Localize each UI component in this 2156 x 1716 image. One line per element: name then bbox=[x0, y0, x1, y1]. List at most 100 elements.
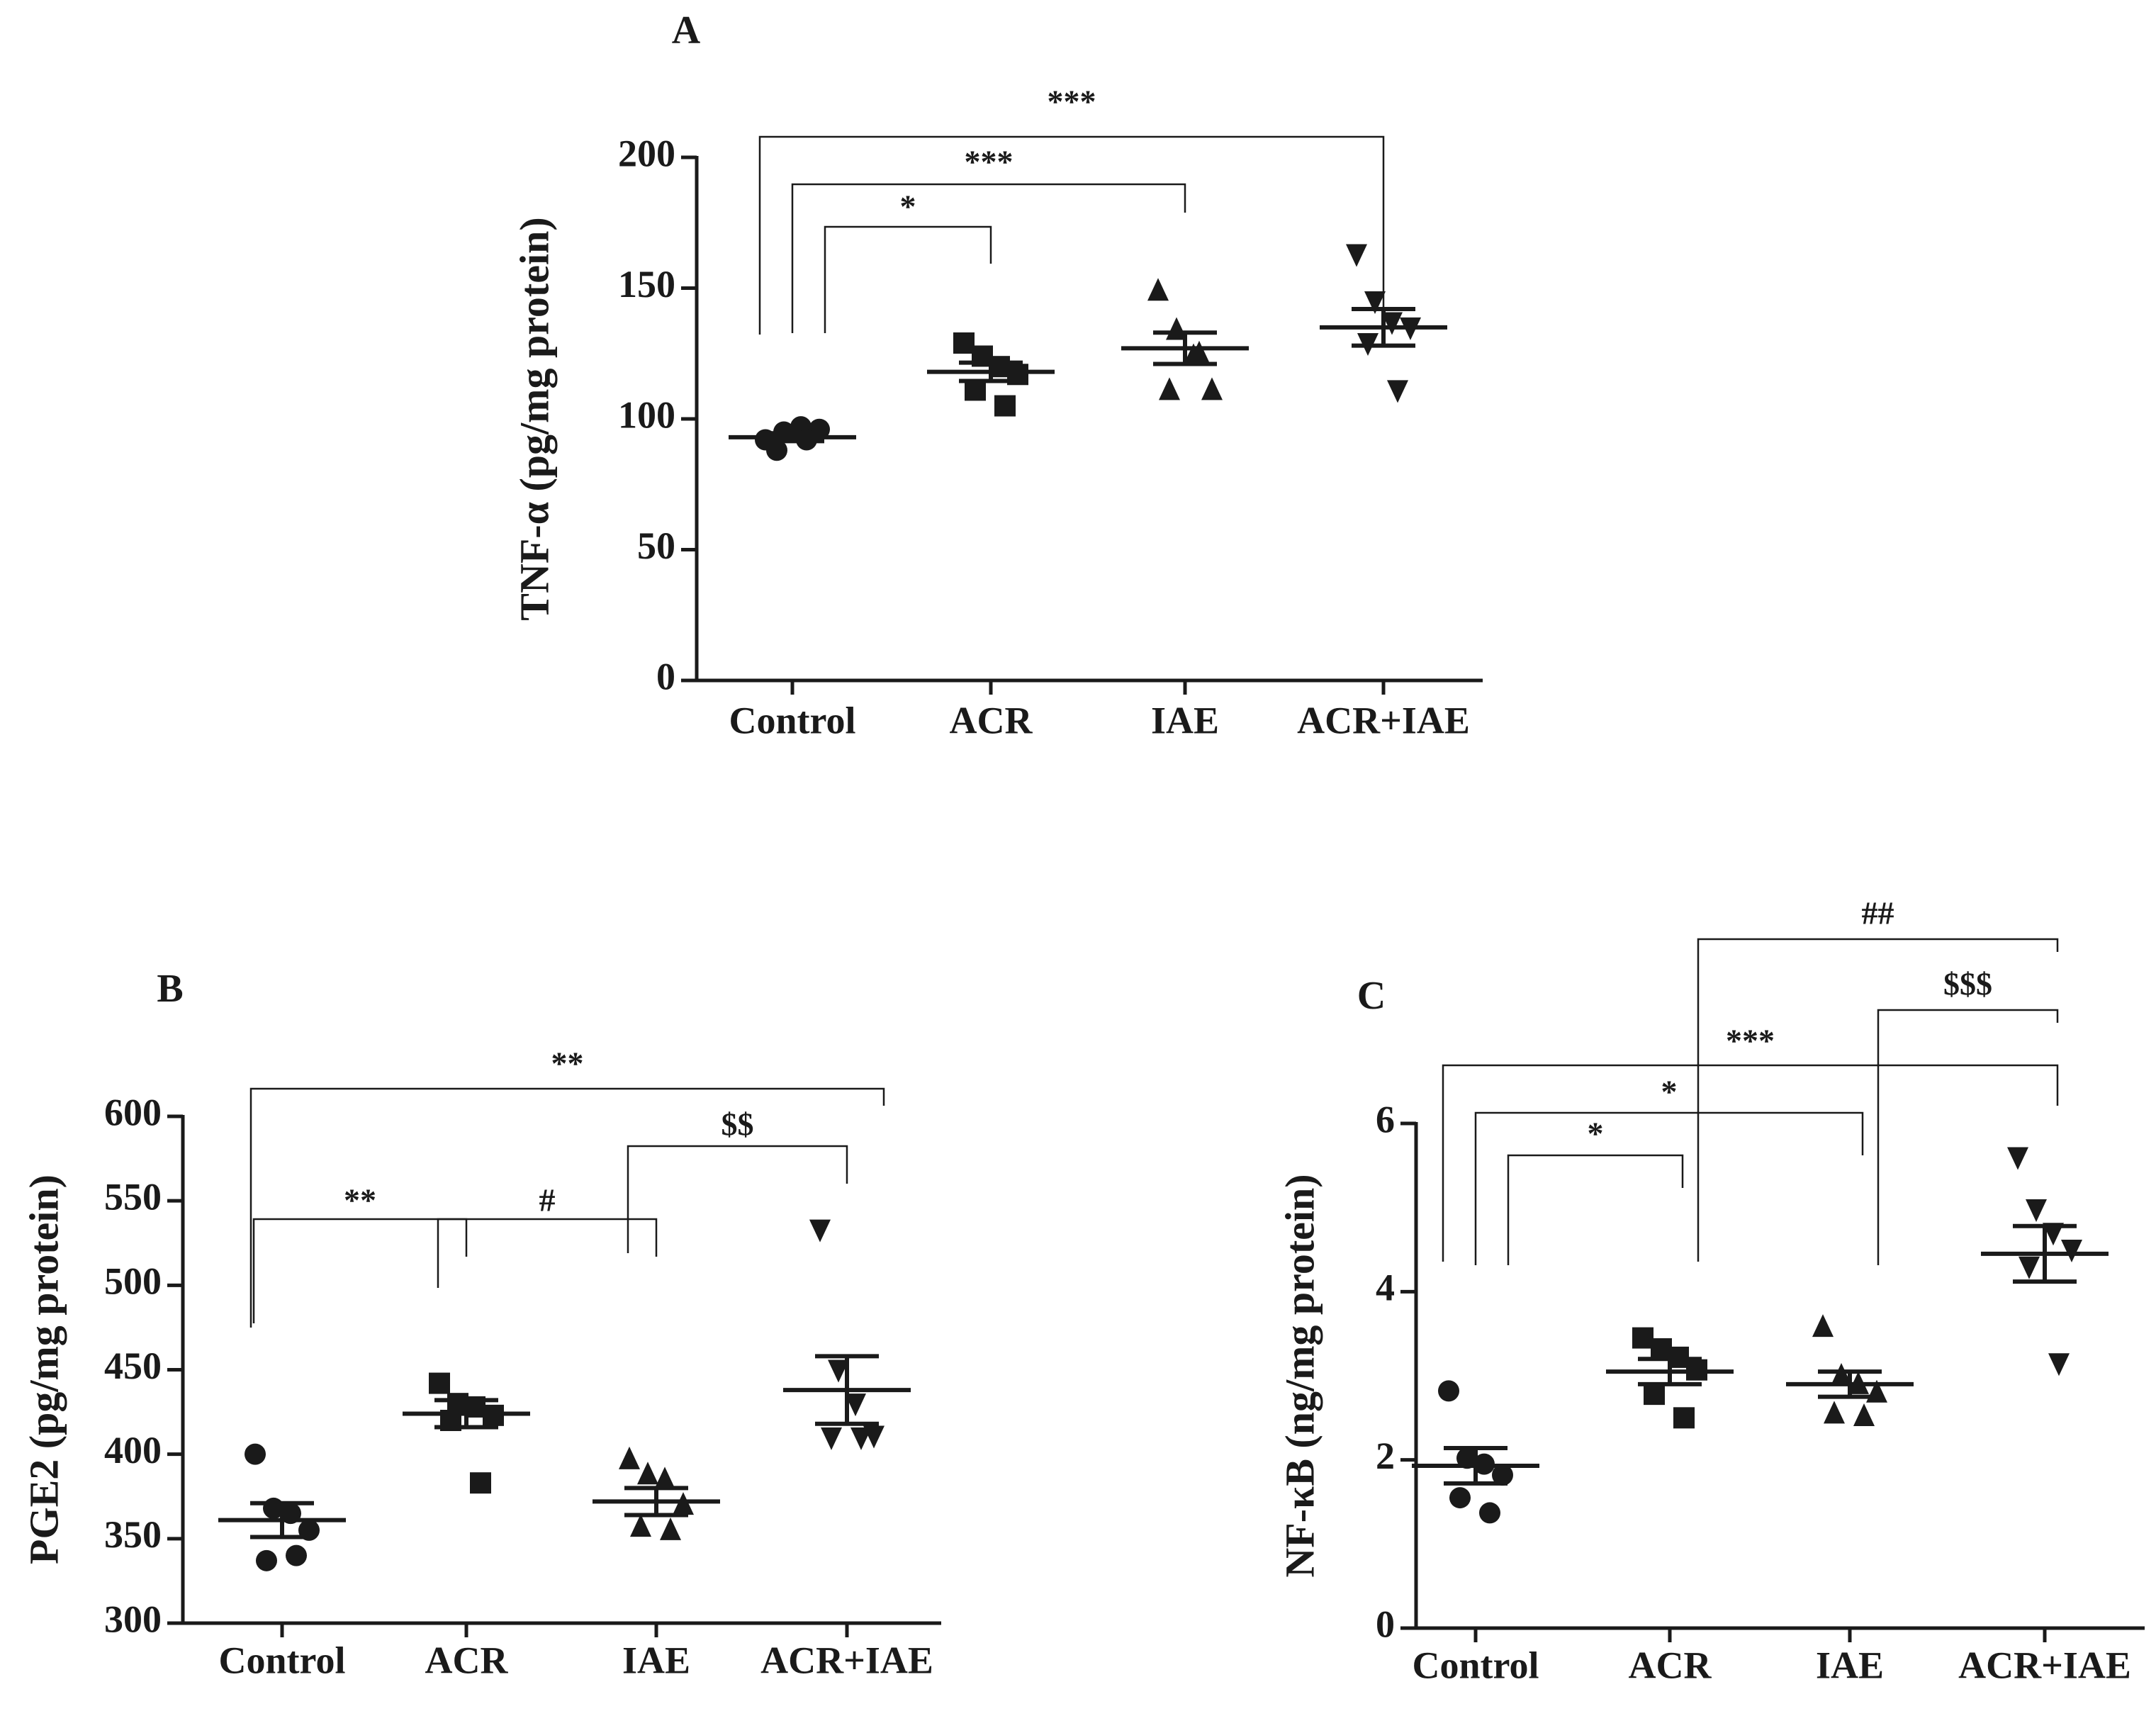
panel-b-point-iae bbox=[619, 1446, 640, 1469]
panel-a-y-axis-label: TNF-α (pg/mg protein) bbox=[511, 217, 557, 620]
panel-a-point-acr-iae bbox=[1381, 312, 1403, 335]
panel-c-bracket bbox=[1507, 1154, 1684, 1265]
panel-b-y-tick-label: 500 bbox=[104, 1260, 162, 1303]
panel-b-point-control bbox=[256, 1549, 277, 1571]
panel-c-point-iae bbox=[1831, 1363, 1852, 1386]
panel-b-bracket bbox=[627, 1145, 848, 1253]
panel-a-point-iae bbox=[1147, 278, 1169, 301]
panel-b-bracket bbox=[252, 1218, 468, 1323]
panel-b-significance-label: ** bbox=[551, 1045, 584, 1082]
panel-c-x-tick-label-2: IAE bbox=[1816, 1644, 1884, 1686]
panel-c-y-tick-label: 0 bbox=[1376, 1603, 1395, 1645]
panel-b-bracket bbox=[437, 1218, 658, 1288]
panel-b-point-acr bbox=[429, 1372, 450, 1394]
panel-b-point-iae bbox=[654, 1467, 675, 1490]
panel-b-y-tick-label: 350 bbox=[104, 1513, 162, 1556]
panel-b-point-iae bbox=[630, 1514, 651, 1537]
panel-c-point-acr-iae bbox=[2007, 1147, 2028, 1170]
panel-c-point-control bbox=[1456, 1447, 1478, 1469]
panel-c-point-acr-iae bbox=[2026, 1199, 2047, 1223]
panel-c-point-acr-iae bbox=[2061, 1240, 2082, 1262]
panel-a-bracket bbox=[791, 183, 1186, 333]
panel-a-significance-label: *** bbox=[965, 144, 1014, 180]
panel-c-x-tick-label-0: Control bbox=[1412, 1644, 1539, 1686]
panel-c-y-tick-label: 4 bbox=[1376, 1267, 1395, 1309]
panel-a-point-control bbox=[766, 439, 787, 461]
panel-c-point-acr-iae bbox=[2019, 1256, 2040, 1279]
panel-b-bracket bbox=[249, 1087, 885, 1328]
panel-b-point-iae bbox=[660, 1517, 681, 1540]
panel-b-y-tick-label: 400 bbox=[104, 1429, 162, 1471]
panel-c-bracket bbox=[1697, 938, 2059, 1262]
panel-c-title: C bbox=[1357, 974, 1386, 1018]
panel-c-bracket bbox=[1474, 1111, 1864, 1265]
panel-a-point-iae bbox=[1189, 340, 1210, 364]
panel-b-point-control bbox=[245, 1443, 266, 1465]
panel-c-y-axis-label: NF-κB (ng/mg protein) bbox=[1276, 1174, 1323, 1577]
panel-b-x-tick-label-1: ACR bbox=[425, 1639, 509, 1681]
panel-a-point-iae bbox=[1201, 377, 1223, 400]
panel-a-bracket bbox=[824, 225, 992, 333]
panel-c-point-control bbox=[1479, 1502, 1500, 1524]
panel-b-point-acr-iae bbox=[828, 1359, 849, 1383]
panel-a-significance-label: *** bbox=[1048, 84, 1096, 120]
panel-a-x-tick-label-3: ACR+IAE bbox=[1297, 699, 1470, 741]
panel-b-y-tick-label: 550 bbox=[104, 1176, 162, 1218]
panel-a-point-acr-iae bbox=[1364, 291, 1386, 314]
panel-a-title: A bbox=[672, 9, 701, 52]
panel-c-significance-label: *** bbox=[1726, 1023, 1775, 1059]
panel-a-point-acr-iae bbox=[1346, 244, 1367, 267]
panel-c-point-control bbox=[1438, 1380, 1459, 1402]
panel-c: C NF-κB (ng/mg protein) 0 2 4 6 Control ACR IAE A… bbox=[1276, 895, 2145, 1686]
panel-c-point-acr bbox=[1644, 1384, 1665, 1406]
panel-c-bracket bbox=[1442, 1064, 2059, 1262]
panel-b-x-tick-label-0: Control bbox=[218, 1639, 345, 1681]
panel-c-x-tick-label-1: ACR bbox=[1629, 1644, 1712, 1686]
panel-b-point-acr-iae bbox=[821, 1427, 842, 1450]
panel-b-significance-label: ** bbox=[344, 1182, 376, 1218]
panel-c-significance-label: * bbox=[1661, 1074, 1678, 1110]
panel-a-y-tick-label: 200 bbox=[618, 132, 675, 174]
panel-b: B PGE2 (pg/mg protein) 300 350 400 450 500 550 6… bbox=[21, 967, 941, 1681]
panel-a: A TNF-α (pg/mg protein) 0 50 100 150 200 Contro… bbox=[511, 9, 1483, 741]
panel-c-significance-label: * bbox=[1588, 1116, 1604, 1152]
panel-c-point-acr-iae bbox=[2048, 1353, 2070, 1376]
panel-a-x-tick-label-1: ACR bbox=[950, 699, 1033, 741]
panel-c-point-iae bbox=[1853, 1403, 1875, 1426]
panel-c-point-acr bbox=[1673, 1407, 1695, 1429]
panel-c-y-tick-label: 2 bbox=[1376, 1435, 1395, 1477]
panel-c-point-control bbox=[1449, 1487, 1471, 1509]
panel-b-point-acr bbox=[470, 1472, 491, 1494]
panel-c-significance-label: ## bbox=[1862, 895, 1894, 931]
panel-a-x-tick-label-2: IAE bbox=[1151, 699, 1219, 741]
panel-b-point-control bbox=[286, 1544, 307, 1566]
panel-b-y-tick-label: 600 bbox=[104, 1091, 162, 1133]
panel-a-y-tick-label: 50 bbox=[637, 525, 675, 567]
panel-b-significance-label: $$ bbox=[722, 1106, 754, 1143]
panel-b-point-iae bbox=[637, 1462, 658, 1485]
panel-c-bracket bbox=[1877, 1009, 2059, 1265]
panel-b-point-acr-iae bbox=[850, 1427, 872, 1450]
panel-c-point-acr-iae bbox=[2043, 1223, 2064, 1246]
panel-a-point-acr bbox=[953, 332, 975, 354]
panel-a-x-tick-label-0: Control bbox=[729, 699, 855, 741]
panel-a-y-tick-label: 100 bbox=[618, 393, 675, 436]
panel-a-point-acr-iae bbox=[1387, 380, 1408, 403]
panel-c-point-acr bbox=[1632, 1327, 1654, 1349]
panel-a-point-acr bbox=[994, 395, 1016, 417]
panel-b-point-acr-iae bbox=[845, 1393, 866, 1417]
panel-c-point-iae bbox=[1812, 1314, 1834, 1338]
panel-b-point-acr-iae bbox=[809, 1219, 831, 1243]
panel-b-x-tick-label-2: IAE bbox=[622, 1639, 690, 1681]
panel-b-x-tick-label-3: ACR+IAE bbox=[760, 1639, 933, 1681]
panel-c-point-control bbox=[1492, 1464, 1513, 1486]
panel-b-y-tick-label: 300 bbox=[104, 1598, 162, 1640]
panel-b-significance-label: # bbox=[539, 1182, 556, 1218]
panel-a-y-tick-label: 150 bbox=[618, 263, 675, 305]
panel-c-significance-label: $$$ bbox=[1943, 966, 1992, 1002]
panel-a-point-iae bbox=[1159, 377, 1180, 400]
panel-a-y-tick-label: 0 bbox=[656, 655, 675, 697]
panel-c-point-iae bbox=[1824, 1401, 1845, 1424]
